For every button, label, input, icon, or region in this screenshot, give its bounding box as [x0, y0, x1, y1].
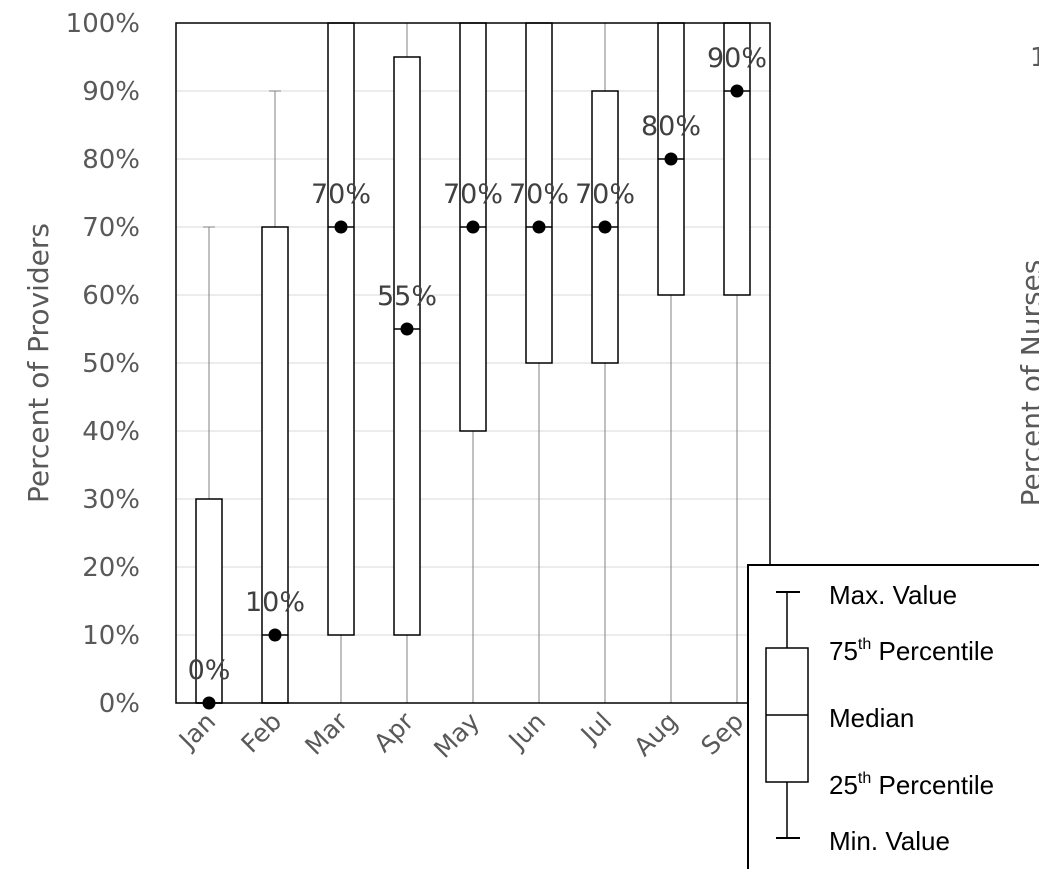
y-axis-title: Percent of Providers	[22, 223, 55, 503]
iqr-box	[195, 498, 223, 704]
legend: Max. Value 75th Percentile Median 25th P…	[747, 564, 1039, 869]
y-tick-label: 20%	[82, 553, 140, 583]
nurses-tick-label: 1	[1030, 43, 1039, 73]
iqr-box	[393, 56, 421, 636]
median-marker	[466, 220, 480, 234]
data-label: 70%	[575, 179, 635, 210]
data-label: 10%	[245, 587, 305, 618]
y-tick-label: 50%	[82, 349, 140, 379]
x-tick-label: Apr	[368, 706, 420, 758]
data-label: 70%	[443, 179, 503, 210]
y-tick-label: 100%	[66, 9, 140, 39]
x-tick-label: Aug	[628, 707, 683, 762]
data-label: 0%	[188, 655, 231, 686]
x-tick-label: Jun	[502, 707, 552, 757]
y-tick-labels: 0% 10% 20% 30% 40% 50% 60% 70% 80% 90% 100%	[66, 9, 140, 719]
x-tick-label: Sep	[695, 707, 749, 761]
legend-75th-percentile: 75th Percentile	[829, 636, 994, 666]
x-tick-label: Jul	[574, 707, 617, 750]
legend-min-value: Min. Value	[829, 826, 950, 856]
legend-median: Median	[829, 703, 914, 733]
box-may	[459, 22, 487, 703]
median-marker	[268, 628, 282, 642]
y-axis-title-nurses: Percent of Nurses	[1015, 260, 1039, 507]
y-tick-label: 70%	[82, 213, 140, 243]
data-label: 55%	[377, 281, 437, 312]
iqr-box	[723, 22, 751, 296]
median-marker	[730, 84, 744, 98]
median-marker	[334, 220, 348, 234]
box-apr	[393, 22, 421, 703]
iqr-box	[327, 22, 355, 636]
iqr-box	[525, 22, 553, 364]
legend-max-value: Max. Value	[829, 580, 957, 610]
x-tick-label: Mar	[299, 706, 353, 760]
median-marker	[400, 322, 414, 336]
box-mar	[327, 22, 355, 703]
y-tick-label: 90%	[82, 77, 140, 107]
x-tick-labels: Jan Feb Mar Apr May Jun Jul Aug Sep	[172, 706, 749, 764]
y-tick-label: 60%	[82, 281, 140, 311]
y-tick-label: 30%	[82, 485, 140, 515]
box-jun	[525, 22, 553, 703]
legend-box-symbol	[765, 591, 809, 839]
median-marker	[664, 152, 678, 166]
legend-25th-percentile: 25th Percentile	[829, 770, 994, 800]
plot-frame	[175, 22, 771, 704]
box-jul	[591, 22, 619, 703]
median-marker	[532, 220, 546, 234]
box-jan	[195, 226, 223, 710]
x-tick-label: Feb	[235, 707, 287, 759]
data-label: 70%	[509, 179, 569, 210]
data-labels: 0%10%70%55%70% 70% 70%80%90%	[188, 43, 767, 686]
data-label: 90%	[707, 43, 767, 74]
y-tick-label: 40%	[82, 417, 140, 447]
box-sep	[723, 22, 751, 703]
x-tick-label: May	[428, 707, 485, 764]
x-tick-label: Jan	[172, 707, 221, 756]
data-label: 70%	[311, 179, 371, 210]
data-label: 80%	[641, 111, 701, 142]
y-tick-label: 10%	[82, 621, 140, 651]
y-tick-label: 0%	[99, 689, 140, 719]
boxes	[195, 22, 751, 710]
y-tick-label: 80%	[82, 145, 140, 175]
median-marker	[598, 220, 612, 234]
